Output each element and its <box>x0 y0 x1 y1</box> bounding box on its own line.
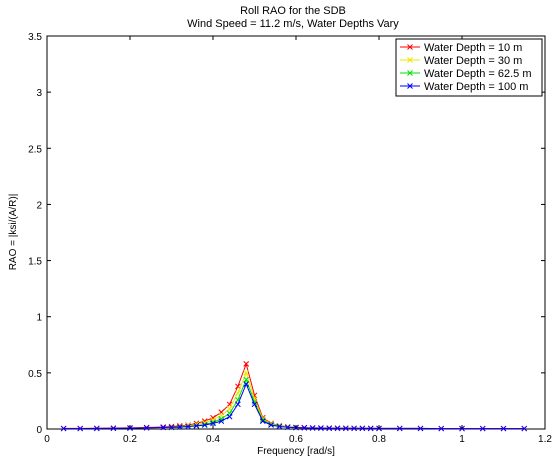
legend-entry: Water Depth = 30 m <box>400 55 522 67</box>
data-point <box>193 423 200 429</box>
data-point <box>309 425 316 431</box>
data-point <box>351 425 357 432</box>
legend-swatch-marker <box>407 57 413 63</box>
x-tick-label: 1 <box>459 434 465 445</box>
legend-entry: Water Depth = 62.5 m <box>400 68 532 80</box>
x-tick-label: 0.4 <box>206 434 220 445</box>
series-4 <box>60 381 528 432</box>
data-point <box>185 422 191 429</box>
legend-label: Water Depth = 100 m <box>424 81 528 93</box>
data-point <box>284 424 291 431</box>
data-point <box>226 413 233 420</box>
data-point <box>160 424 167 431</box>
y-tick-label: 2 <box>36 200 42 211</box>
legend-entry: Water Depth = 10 m <box>400 42 522 54</box>
data-point <box>243 370 250 376</box>
data-point <box>334 425 341 432</box>
data-point <box>243 376 250 383</box>
data-point <box>276 423 283 430</box>
legend-entry: Water Depth = 100 m <box>400 81 528 93</box>
data-point <box>251 401 258 408</box>
x-tick-label: 0 <box>44 434 50 445</box>
data-point <box>438 425 445 432</box>
data-point <box>367 425 374 432</box>
data-point <box>235 401 241 408</box>
legend-label: Water Depth = 62.5 m <box>424 68 532 80</box>
legend-swatch-marker <box>407 83 413 89</box>
data-point <box>259 418 266 424</box>
y-tick-label: 3 <box>36 88 42 99</box>
y-tick-label: 2.5 <box>28 144 42 155</box>
data-point <box>110 425 117 432</box>
data-point <box>243 361 250 367</box>
x-tick-label: 0.2 <box>123 434 137 445</box>
chart-subtitle: Wind Speed = 11.2 m/s, Water Depths Vary <box>187 18 399 30</box>
legend-label: Water Depth = 10 m <box>424 42 522 54</box>
data-point <box>500 425 507 432</box>
data-point <box>218 418 225 424</box>
y-tick-label: 1 <box>36 313 42 324</box>
data-point <box>60 425 67 432</box>
data-point <box>521 425 528 432</box>
plot-area <box>46 35 546 430</box>
y-tick-label: 3.5 <box>28 32 42 43</box>
legend-swatch-marker <box>407 70 413 76</box>
legend-label: Water Depth = 30 m <box>424 55 522 67</box>
x-axis-label: Frequency [rad/s] <box>257 446 335 457</box>
y-axis-label: RAO = |ksi/(A/R)| <box>8 194 19 271</box>
x-tick-label: 0.6 <box>289 434 303 445</box>
legend-box <box>395 38 543 97</box>
y-tick-label: 0 <box>36 425 42 436</box>
data-point <box>301 425 308 431</box>
data-point <box>93 425 100 432</box>
y-tick-label: 1.5 <box>28 257 42 268</box>
data-point <box>168 424 175 431</box>
data-point <box>168 423 175 430</box>
data-point <box>318 425 324 431</box>
x-tick-label: 1.2 <box>538 434 552 445</box>
data-point <box>342 425 349 432</box>
data-point <box>396 425 403 432</box>
data-point <box>417 425 424 432</box>
data-point <box>359 425 366 432</box>
y-tick-label: 0.5 <box>28 369 42 380</box>
data-point <box>185 423 191 430</box>
data-point <box>201 422 208 428</box>
data-point <box>77 425 84 432</box>
data-point <box>143 425 150 431</box>
data-point <box>326 425 333 432</box>
data-point <box>176 424 183 430</box>
data-point <box>268 422 274 428</box>
legend-swatch-marker <box>407 44 413 50</box>
data-point <box>210 420 216 427</box>
data-point <box>479 425 486 432</box>
data-point <box>243 381 250 387</box>
x-tick-label: 0.8 <box>372 434 386 445</box>
chart-title: Roll RAO for the SDB <box>240 5 346 17</box>
series-line <box>63 382 525 430</box>
series-layer <box>60 361 528 432</box>
